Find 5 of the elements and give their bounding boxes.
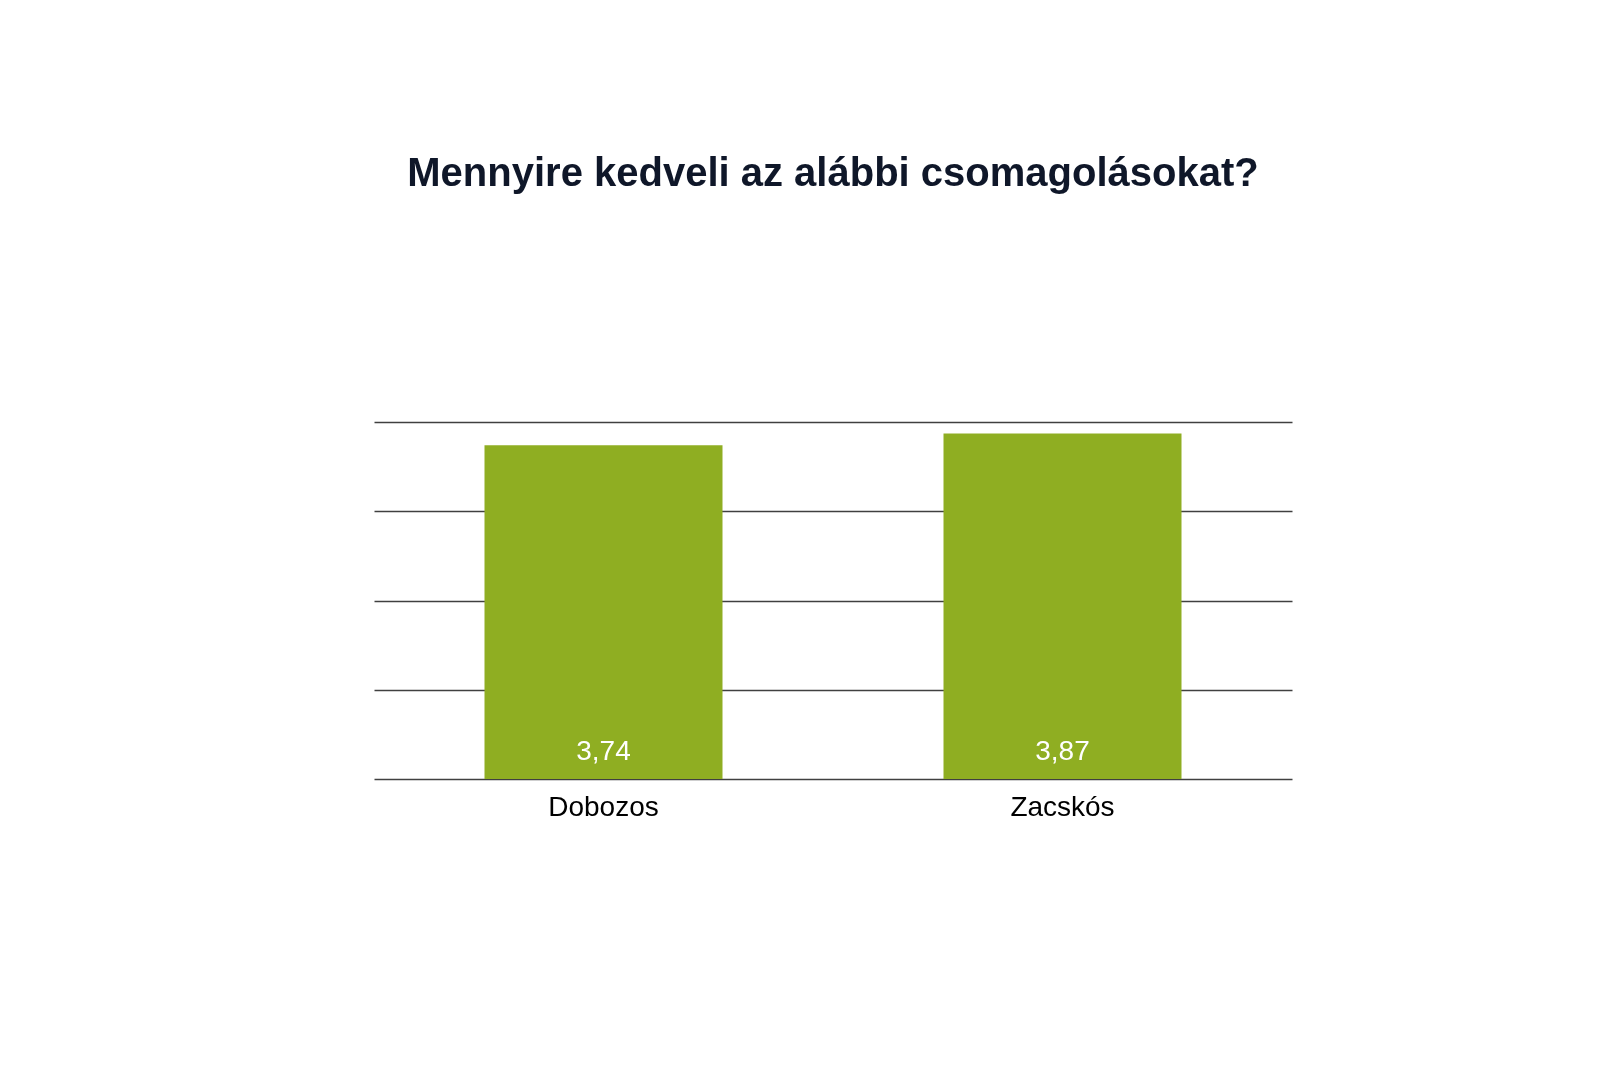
data-label: 3,74: [576, 735, 631, 766]
x-tick-label: Dobozos: [548, 790, 659, 822]
chart-title: Mennyire kedveli az alábbi csomagolásokat?: [407, 150, 1259, 194]
x-tick-label: Zacskós: [1010, 790, 1115, 822]
data-label: 3,87: [1035, 735, 1090, 766]
